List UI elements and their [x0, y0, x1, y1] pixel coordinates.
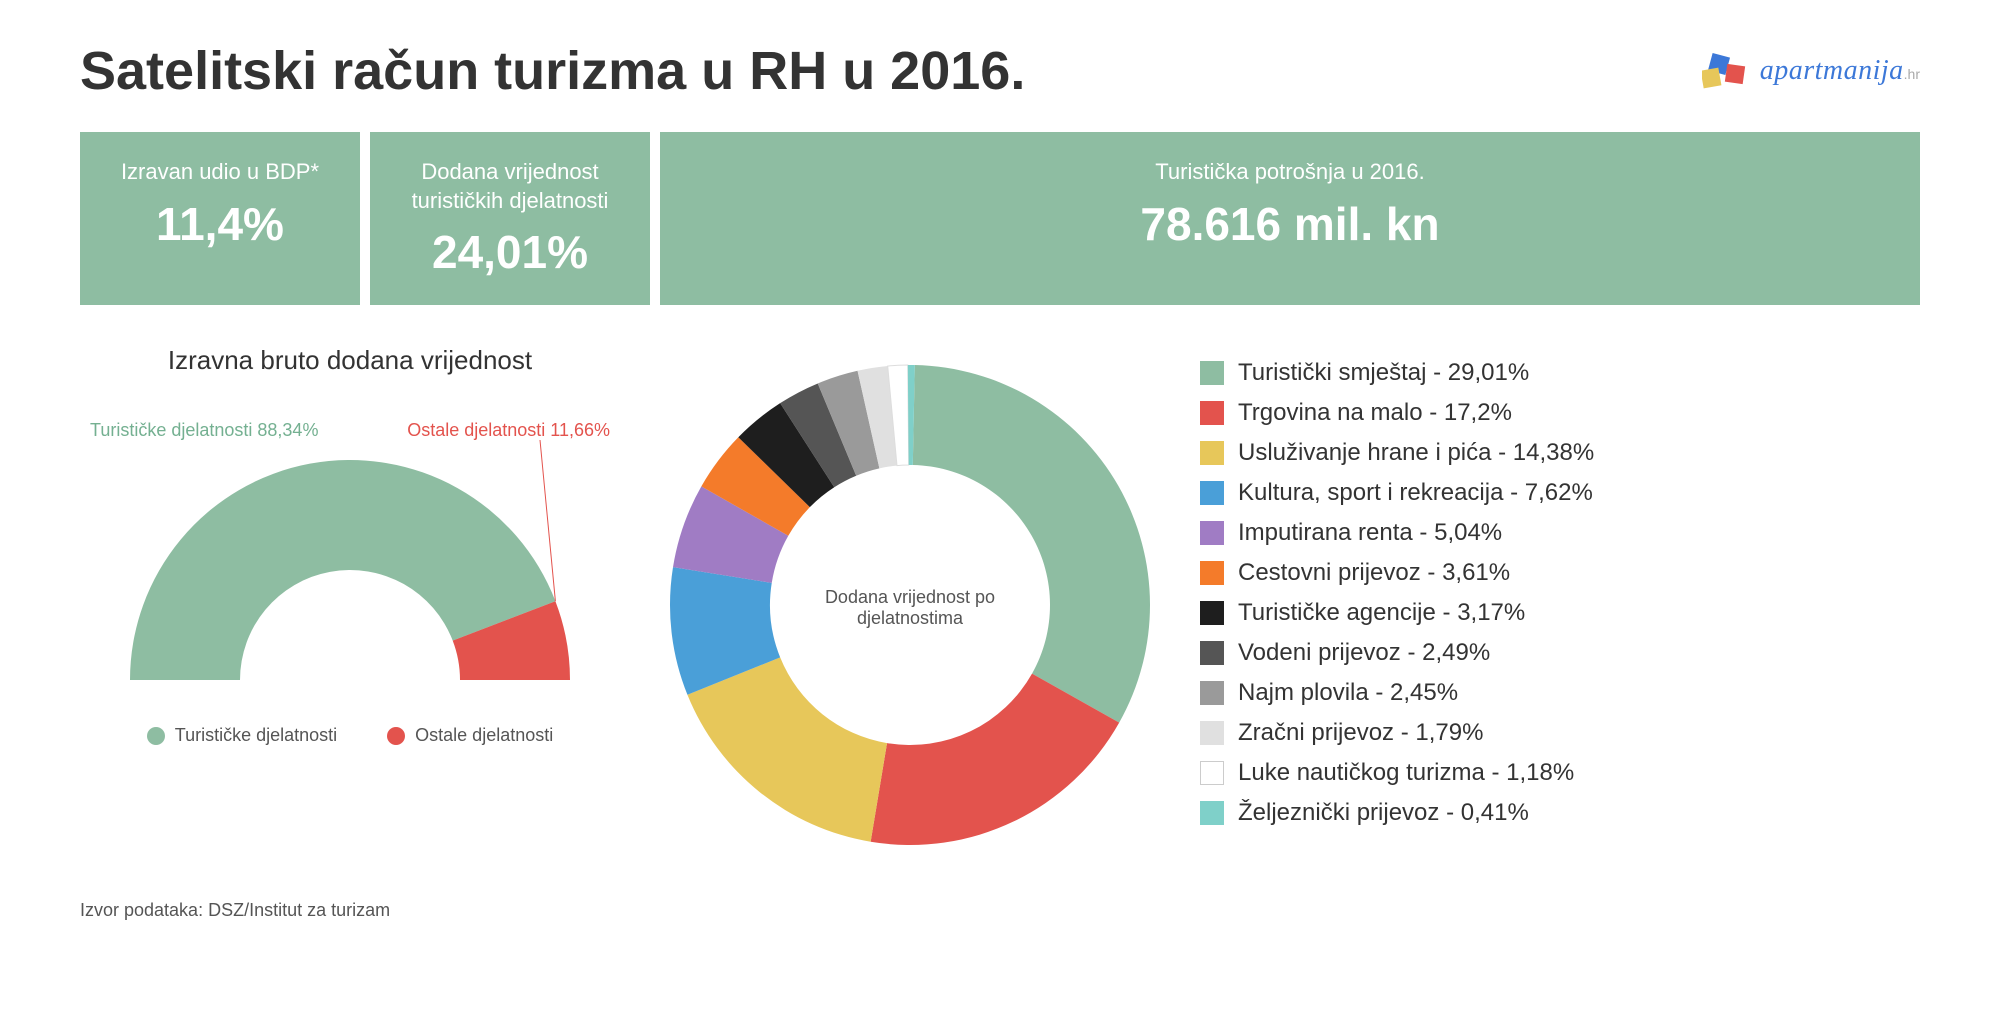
source-citation: Izvor podataka: DSZ/Institut za turizam: [80, 900, 1920, 921]
legend-swatch: [1200, 521, 1224, 545]
legend-label: Luke nautičkog turizma - 1,18%: [1238, 755, 1574, 791]
donut-legend-item-3: Kultura, sport i rekreacija - 7,62%: [1200, 475, 1920, 511]
legend-label: Cestovni prijevoz - 3,61%: [1238, 555, 1510, 591]
legend-label: Trgovina na malo - 17,2%: [1238, 395, 1512, 431]
page-title: Satelitski račun turizma u RH u 2016.: [80, 40, 1025, 102]
donut-legend-item-5: Cestovni prijevoz - 3,61%: [1200, 555, 1920, 591]
donut-legend-item-0: Turistički smještaj - 29,01%: [1200, 355, 1920, 391]
legend-swatch: [1200, 601, 1224, 625]
legend-label: Najm plovila - 2,45%: [1238, 675, 1458, 711]
header: Satelitski račun turizma u RH u 2016. ap…: [80, 40, 1920, 102]
stat-box-added-value: Dodana vrijednost turističkih djelatnost…: [370, 132, 650, 305]
stats-bar: Izravan udio u BDP* 11,4% Dodana vrijedn…: [80, 132, 1920, 305]
legend-label: Turističke agencije - 3,17%: [1238, 595, 1525, 631]
legend-swatch: [1200, 441, 1224, 465]
legend-label: Kultura, sport i rekreacija - 7,62%: [1238, 475, 1593, 511]
logo-text: apartmanija.hr: [1760, 55, 1920, 87]
donut-legend-item-1: Trgovina na malo - 17,2%: [1200, 395, 1920, 431]
gauge-chart: [80, 400, 620, 700]
legend-swatch: [1200, 681, 1224, 705]
legend-label: Zračni prijevoz - 1,79%: [1238, 715, 1483, 751]
donut-chart-section: Dodana vrijednost po djelatnostima: [650, 345, 1170, 870]
donut-legend-item-9: Zračni prijevoz - 1,79%: [1200, 715, 1920, 751]
legend-swatch: [1200, 761, 1224, 785]
donut-legend-item-4: Imputirana renta - 5,04%: [1200, 515, 1920, 551]
gauge-callout-right: Ostale djelatnosti 11,66%: [407, 420, 610, 441]
brand-logo: apartmanija.hr: [1702, 49, 1920, 93]
donut-legend-item-11: Željeznički prijevoz - 0,41%: [1200, 795, 1920, 831]
gauge-chart-section: Izravna bruto dodana vrijednost Turistič…: [80, 345, 620, 746]
logo-icon: [1702, 49, 1752, 93]
donut-legend-item-2: Usluživanje hrane i pića - 14,38%: [1200, 435, 1920, 471]
donut-legend: Turistički smještaj - 29,01% Trgovina na …: [1200, 345, 1920, 831]
gauge-title: Izravna bruto dodana vrijednost: [80, 345, 620, 376]
donut-legend-item-10: Luke nautičkog turizma - 1,18%: [1200, 755, 1920, 791]
legend-swatch: [1200, 401, 1224, 425]
stat-box-gdp: Izravan udio u BDP* 11,4%: [80, 132, 360, 305]
legend-label: Imputirana renta - 5,04%: [1238, 515, 1502, 551]
legend-swatch: [1200, 801, 1224, 825]
donut-legend-item-7: Vodeni prijevoz - 2,49%: [1200, 635, 1920, 671]
legend-swatch: [1200, 641, 1224, 665]
legend-label: Turistički smještaj - 29,01%: [1238, 355, 1529, 391]
legend-swatch: [1200, 561, 1224, 585]
legend-label: Usluživanje hrane i pića - 14,38%: [1238, 435, 1594, 471]
stat-box-spending: Turistička potrošnja u 2016. 78.616 mil.…: [660, 132, 1920, 305]
gauge-legend-item-1: Ostale djelatnosti: [387, 725, 553, 746]
legend-swatch: [1200, 721, 1224, 745]
legend-swatch: [1200, 361, 1224, 385]
gauge-callout-left: Turističke djelatnosti 88,34%: [90, 420, 318, 441]
gauge-legend: Turističke djelatnosti Ostale djelatnost…: [80, 725, 620, 746]
legend-label: Željeznički prijevoz - 0,41%: [1238, 795, 1529, 831]
legend-swatch: [1200, 481, 1224, 505]
gauge-legend-item-0: Turističke djelatnosti: [147, 725, 337, 746]
donut-legend-item-6: Turističke agencije - 3,17%: [1200, 595, 1920, 631]
donut-legend-item-8: Najm plovila - 2,45%: [1200, 675, 1920, 711]
donut-center-label: Dodana vrijednost po djelatnostima: [780, 587, 1040, 629]
legend-label: Vodeni prijevoz - 2,49%: [1238, 635, 1490, 671]
